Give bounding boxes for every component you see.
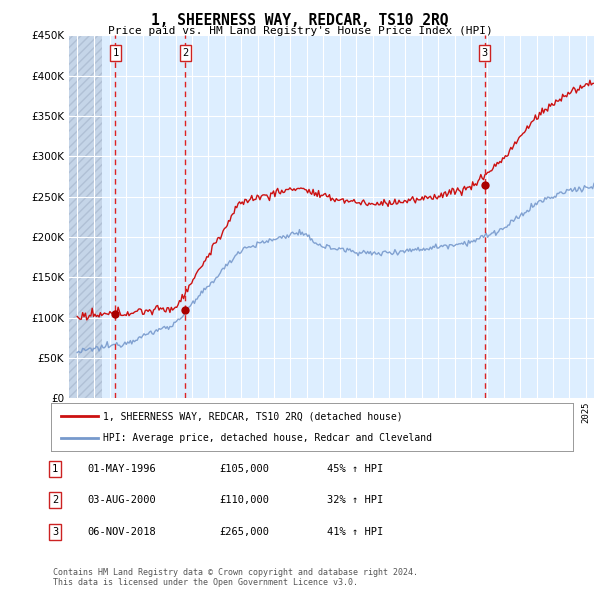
Text: £265,000: £265,000	[219, 527, 269, 536]
Text: £105,000: £105,000	[219, 464, 269, 474]
Bar	[69, 35, 102, 398]
Text: 3: 3	[482, 48, 488, 58]
Text: 41% ↑ HPI: 41% ↑ HPI	[327, 527, 383, 536]
Text: 1, SHEERNESS WAY, REDCAR, TS10 2RQ (detached house): 1, SHEERNESS WAY, REDCAR, TS10 2RQ (deta…	[103, 411, 403, 421]
Text: 1, SHEERNESS WAY, REDCAR, TS10 2RQ: 1, SHEERNESS WAY, REDCAR, TS10 2RQ	[151, 13, 449, 28]
Text: 06-NOV-2018: 06-NOV-2018	[87, 527, 156, 536]
Text: Price paid vs. HM Land Registry's House Price Index (HPI): Price paid vs. HM Land Registry's House …	[107, 26, 493, 36]
Text: 2: 2	[182, 48, 188, 58]
Text: 1: 1	[52, 464, 58, 474]
Text: £110,000: £110,000	[219, 496, 269, 505]
Text: 32% ↑ HPI: 32% ↑ HPI	[327, 496, 383, 505]
Text: Contains HM Land Registry data © Crown copyright and database right 2024.
This d: Contains HM Land Registry data © Crown c…	[53, 568, 418, 587]
Text: HPI: Average price, detached house, Redcar and Cleveland: HPI: Average price, detached house, Redc…	[103, 433, 432, 443]
Text: 3: 3	[52, 527, 58, 536]
Text: 45% ↑ HPI: 45% ↑ HPI	[327, 464, 383, 474]
Text: 03-AUG-2000: 03-AUG-2000	[87, 496, 156, 505]
Text: 1: 1	[112, 48, 119, 58]
Text: 2: 2	[52, 496, 58, 505]
Text: 01-MAY-1996: 01-MAY-1996	[87, 464, 156, 474]
